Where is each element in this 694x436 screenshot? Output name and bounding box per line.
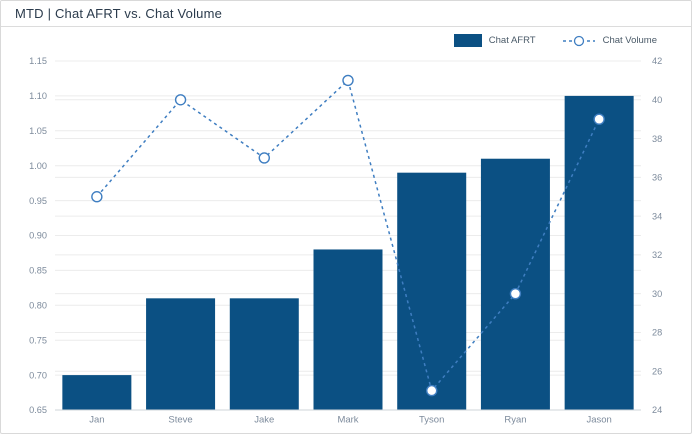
line-marker-steve[interactable] bbox=[174, 94, 187, 106]
right-axis-tick-label: 38 bbox=[652, 134, 662, 144]
chart-title: MTD | Chat AFRT vs. Chat Volume bbox=[15, 6, 223, 21]
left-axis-tick-label: 0.65 bbox=[29, 405, 47, 415]
x-axis-category-label: Steve bbox=[168, 415, 192, 426]
bar-jason[interactable] bbox=[564, 95, 634, 411]
left-axis-tick-label: 0.80 bbox=[29, 301, 47, 311]
x-axis-category-label: Jan bbox=[89, 415, 104, 426]
legend-item-chat-afrt[interactable]: Chat AFRT bbox=[453, 34, 536, 47]
right-axis-tick-label: 42 bbox=[652, 56, 662, 66]
line-marker-jason[interactable] bbox=[593, 113, 605, 125]
x-axis-category-label: Jason bbox=[586, 415, 611, 426]
line-marker-tyson[interactable] bbox=[426, 384, 438, 397]
bar-jan[interactable] bbox=[62, 375, 132, 410]
bar-steve[interactable] bbox=[146, 298, 216, 410]
left-axis-tick-label: 1.05 bbox=[29, 126, 47, 136]
left-axis-tick-label: 0.85 bbox=[29, 266, 47, 276]
bar-ryan[interactable] bbox=[480, 158, 550, 410]
legend-label-chat-volume: Chat Volume bbox=[602, 35, 657, 46]
bar-mark[interactable] bbox=[313, 249, 383, 410]
right-axis-tick-label: 26 bbox=[652, 366, 662, 376]
x-axis-category-label: Ryan bbox=[504, 415, 526, 426]
x-axis-category-label: Jake bbox=[254, 415, 274, 426]
legend: Chat AFRT Chat Volume bbox=[453, 34, 657, 47]
left-axis-tick-label: 0.75 bbox=[29, 335, 47, 345]
legend-label-chat-afrt: Chat AFRT bbox=[488, 35, 536, 46]
line-marker-ryan[interactable] bbox=[509, 287, 522, 300]
line-marker-jake[interactable] bbox=[258, 152, 270, 164]
bar-jake[interactable] bbox=[229, 298, 299, 410]
right-axis-tick-label: 28 bbox=[652, 328, 662, 338]
right-axis-tick-label: 34 bbox=[652, 211, 662, 221]
x-axis-category-label: Tyson bbox=[419, 415, 444, 426]
x-axis-category-label: Mark bbox=[337, 415, 358, 426]
right-axis-tick-label: 32 bbox=[652, 250, 662, 260]
left-axis-tick-label: 1.10 bbox=[29, 91, 47, 101]
left-axis-tick-label: 0.70 bbox=[29, 370, 47, 380]
left-axis-tick-label: 1.00 bbox=[29, 161, 47, 171]
dashed-line-marker-icon bbox=[562, 35, 595, 46]
right-axis-tick-label: 40 bbox=[652, 95, 662, 105]
bar-tyson[interactable] bbox=[397, 172, 467, 410]
left-axis-tick-label: 1.15 bbox=[29, 56, 47, 66]
chart-title-bar: MTD | Chat AFRT vs. Chat Volume bbox=[1, 1, 691, 27]
line-marker-mark[interactable] bbox=[342, 74, 354, 87]
right-axis-tick-label: 30 bbox=[652, 289, 662, 299]
bar-series-swatch bbox=[453, 34, 482, 47]
right-axis-tick-label: 36 bbox=[652, 173, 662, 183]
left-axis-tick-label: 0.95 bbox=[29, 196, 47, 206]
right-axis-tick-label: 24 bbox=[652, 405, 662, 415]
line-marker-jan[interactable] bbox=[91, 191, 103, 203]
legend-item-chat-volume[interactable]: Chat Volume bbox=[562, 35, 657, 47]
left-axis-tick-label: 0.90 bbox=[29, 231, 47, 241]
